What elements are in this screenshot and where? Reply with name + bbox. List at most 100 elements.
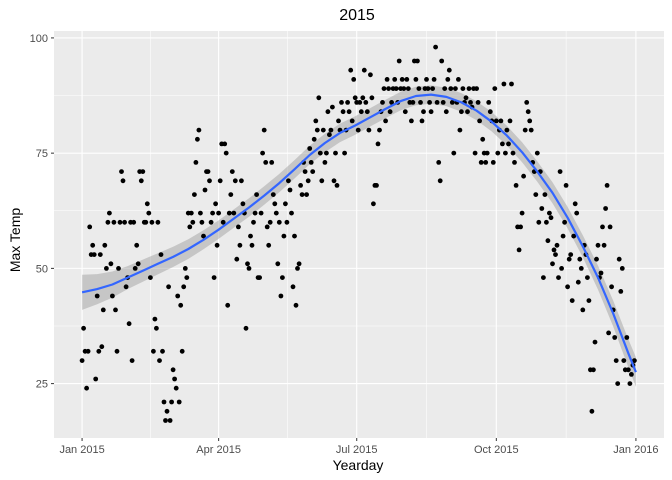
data-point — [254, 192, 259, 198]
data-point — [598, 270, 604, 276]
data-point — [404, 77, 410, 82]
data-point — [580, 307, 586, 313]
data-point — [399, 77, 405, 82]
data-point — [79, 358, 85, 363]
data-point — [539, 206, 545, 211]
data-point — [100, 307, 106, 313]
data-point — [81, 325, 86, 331]
data-point — [363, 100, 369, 105]
data-point — [380, 100, 385, 105]
data-point — [298, 183, 303, 188]
data-point — [536, 219, 542, 225]
data-point — [519, 210, 525, 216]
data-point — [551, 247, 557, 253]
data-point — [453, 86, 458, 91]
data-point — [205, 169, 211, 175]
data-point — [600, 224, 605, 230]
data-point — [87, 224, 93, 230]
data-point — [107, 210, 112, 216]
y-tick-label: 50 — [36, 263, 48, 275]
data-point — [421, 109, 426, 115]
data-point — [320, 127, 326, 133]
data-point — [358, 109, 364, 115]
data-point — [565, 284, 570, 290]
data-point — [607, 224, 613, 230]
data-point — [330, 104, 335, 110]
data-point — [507, 118, 513, 124]
data-point — [569, 298, 575, 303]
data-point — [192, 192, 197, 198]
data-point — [446, 67, 452, 73]
data-point — [140, 169, 146, 175]
data-point — [427, 100, 432, 105]
data-point — [278, 293, 284, 299]
data-point — [566, 256, 572, 262]
data-point — [324, 150, 329, 156]
data-point — [293, 302, 299, 308]
data-point — [207, 178, 212, 184]
data-point — [601, 242, 607, 248]
data-point — [305, 178, 311, 184]
data-point — [459, 109, 464, 115]
data-point — [131, 219, 137, 225]
data-point — [290, 284, 296, 290]
data-point — [419, 118, 425, 124]
data-point — [574, 210, 580, 216]
data-point — [439, 58, 445, 64]
data-point — [563, 183, 569, 188]
data-point — [559, 266, 564, 271]
data-point — [487, 109, 493, 115]
data-point — [334, 183, 340, 188]
data-point — [167, 418, 173, 423]
data-point — [114, 348, 120, 354]
data-point — [486, 100, 492, 105]
data-point — [342, 150, 347, 156]
data-point — [477, 118, 482, 124]
data-point — [155, 219, 161, 225]
data-point — [430, 86, 435, 91]
data-point — [211, 275, 217, 280]
data-point — [625, 367, 631, 373]
data-point — [512, 160, 517, 165]
data-point — [151, 348, 156, 354]
data-point — [116, 266, 121, 271]
data-point — [374, 183, 379, 188]
data-point — [175, 293, 181, 299]
data-point — [126, 321, 132, 327]
data-point — [296, 261, 302, 267]
data-point — [119, 169, 124, 175]
data-point — [172, 376, 178, 382]
data-point — [187, 224, 193, 230]
data-point — [568, 252, 574, 257]
data-point — [545, 238, 551, 244]
data-point — [409, 118, 414, 124]
data-point — [163, 418, 168, 423]
data-point — [149, 219, 155, 225]
data-point — [442, 86, 448, 91]
data-point — [117, 219, 123, 225]
data-point — [232, 178, 238, 184]
data-point — [223, 150, 229, 156]
data-point — [492, 86, 498, 91]
data-point — [179, 348, 185, 354]
data-point — [339, 100, 344, 105]
x-axis-label: Yearday — [333, 457, 384, 473]
data-point — [480, 136, 486, 142]
data-point — [550, 261, 555, 267]
data-point — [325, 109, 331, 115]
data-point — [169, 399, 175, 405]
data-point — [181, 284, 187, 290]
data-point — [231, 210, 237, 216]
data-point — [276, 219, 282, 225]
data-point — [571, 233, 577, 239]
data-point — [368, 72, 373, 78]
data-point — [504, 127, 510, 133]
data-point — [201, 233, 206, 239]
data-point — [284, 219, 290, 225]
data-point — [292, 233, 297, 239]
data-point — [548, 215, 554, 221]
data-point — [257, 275, 262, 280]
grid — [54, 31, 664, 438]
data-point — [609, 284, 614, 290]
data-point — [246, 266, 252, 271]
